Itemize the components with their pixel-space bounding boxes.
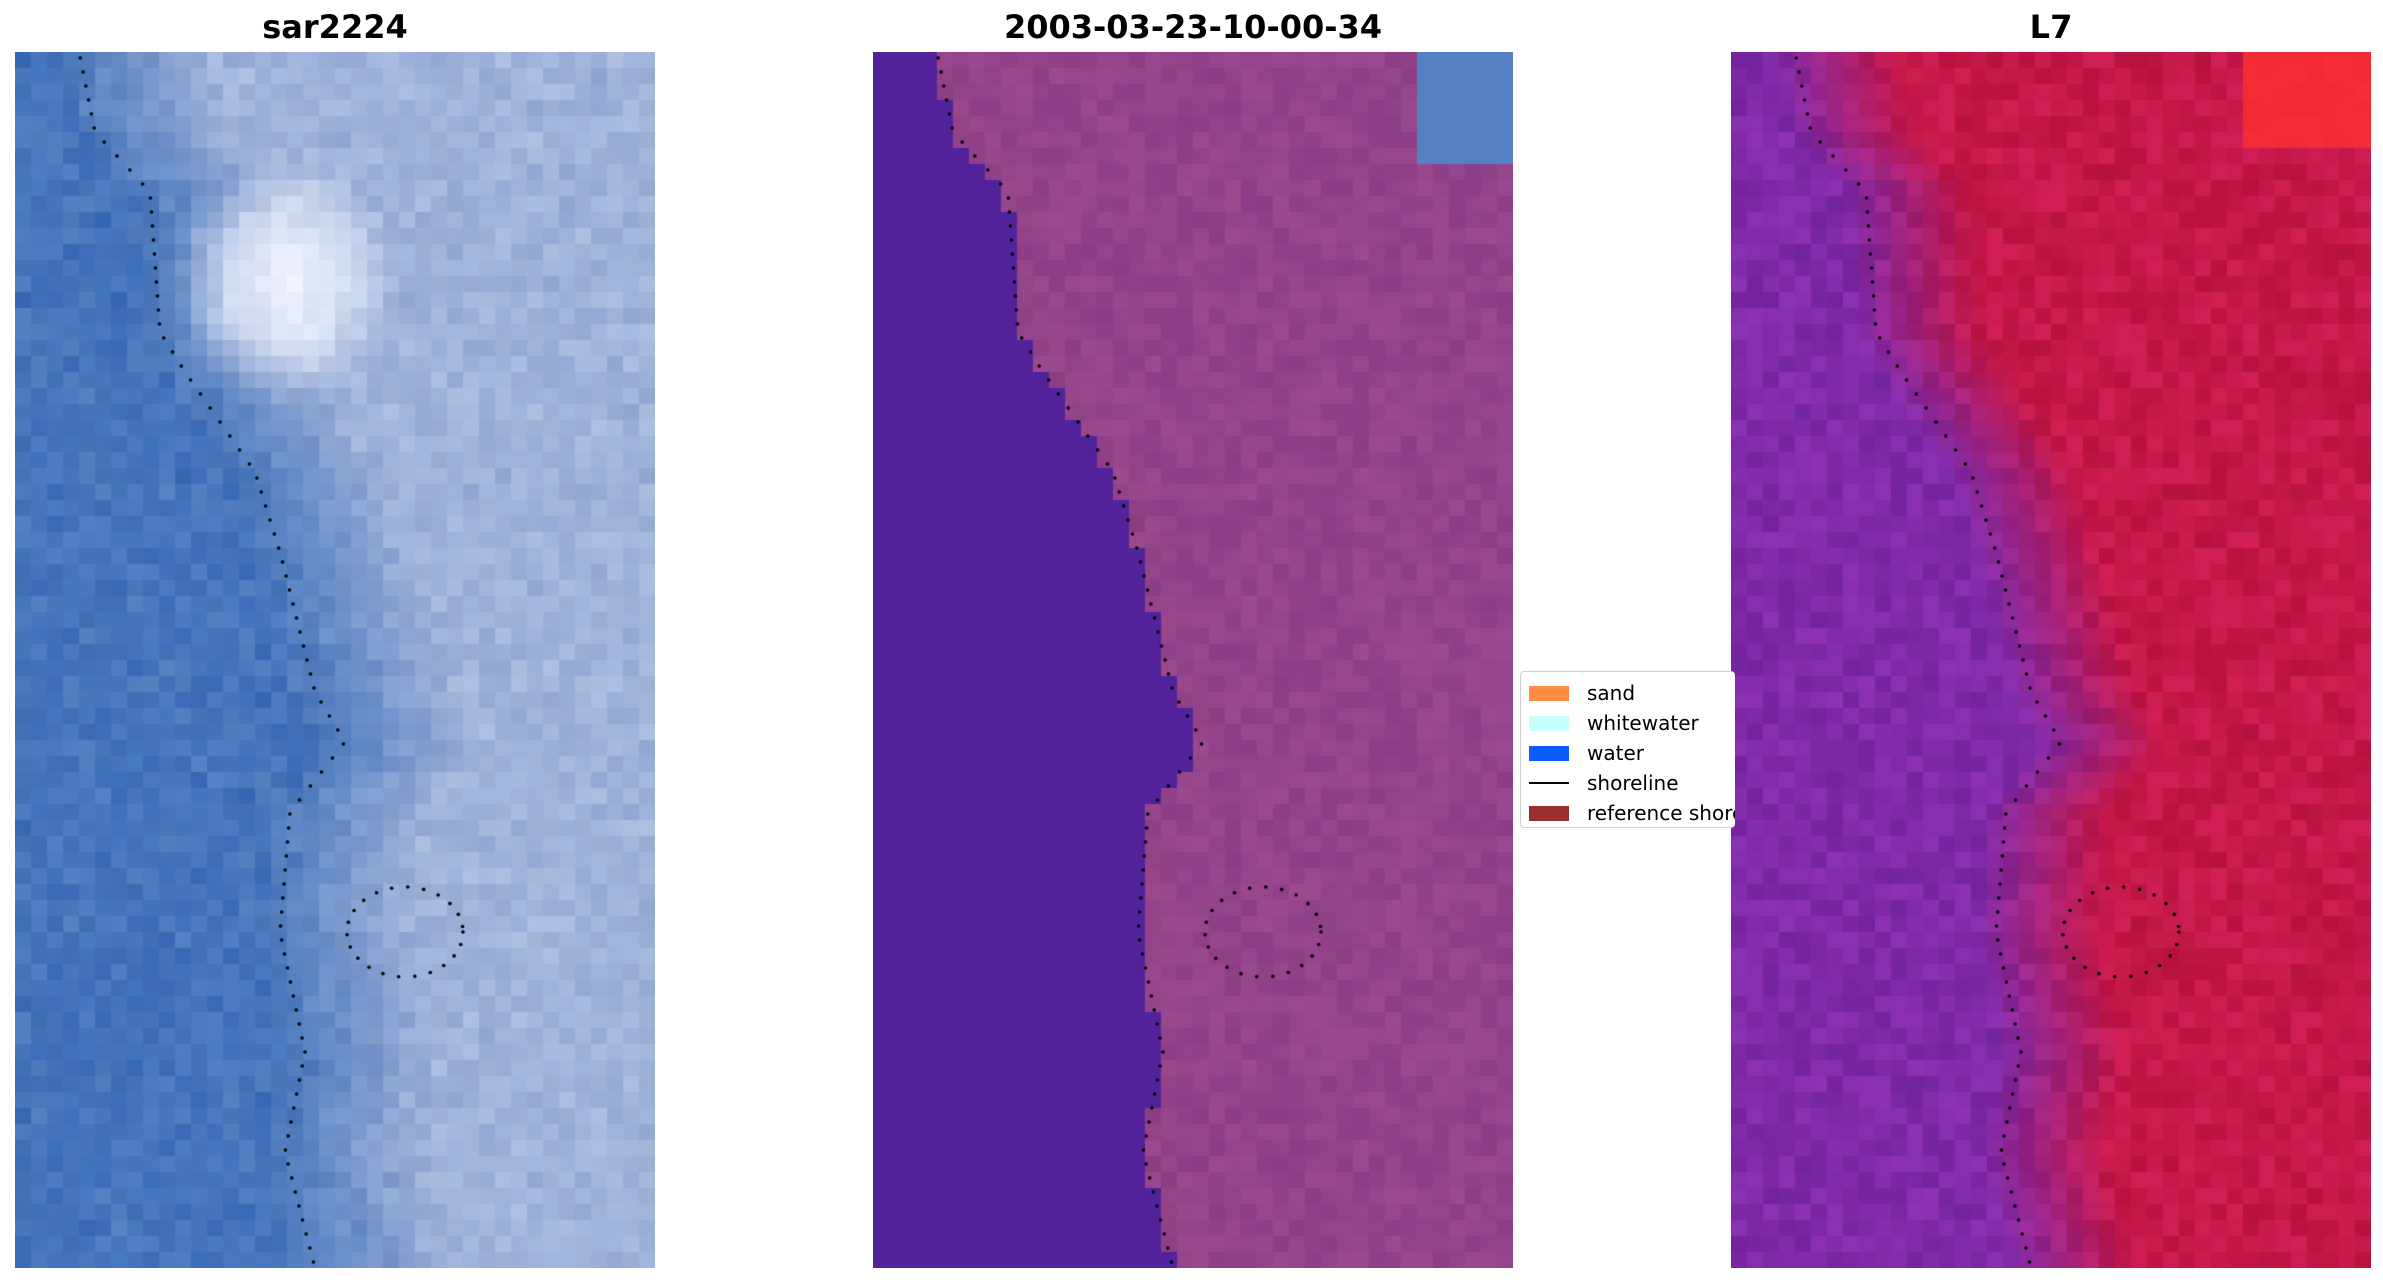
panel-title: sar2224 xyxy=(262,8,408,46)
panel-title: 2003-03-23-10-00-34 xyxy=(1003,8,1383,46)
shoreline-line-swatch xyxy=(1529,782,1569,784)
legend-label: whitewater xyxy=(1587,711,1699,735)
legend-item-sand: sand xyxy=(1529,679,1635,707)
legend-item-whitewater: whitewater xyxy=(1529,709,1699,737)
legend-label: water xyxy=(1587,741,1644,765)
satellite-image-rgb xyxy=(15,52,655,1268)
legend: sand whitewater water shoreline referenc… xyxy=(1520,671,1735,828)
satellite-image-nir xyxy=(1731,52,2371,1268)
legend-item-shoreline: shoreline xyxy=(1529,769,1679,797)
legend-label: shoreline xyxy=(1587,771,1679,795)
legend-label: reference shoreline xyxy=(1587,801,1735,825)
legend-item-water: water xyxy=(1529,739,1644,767)
panel-title: L7 xyxy=(2029,8,2073,46)
sand-swatch xyxy=(1529,685,1569,701)
whitewater-swatch xyxy=(1529,715,1569,731)
classified-image xyxy=(873,52,1513,1268)
water-swatch xyxy=(1529,745,1569,761)
reference-shoreline-swatch xyxy=(1529,805,1569,821)
legend-item-reference-shoreline: reference shoreline xyxy=(1529,799,1735,827)
legend-label: sand xyxy=(1587,681,1636,705)
